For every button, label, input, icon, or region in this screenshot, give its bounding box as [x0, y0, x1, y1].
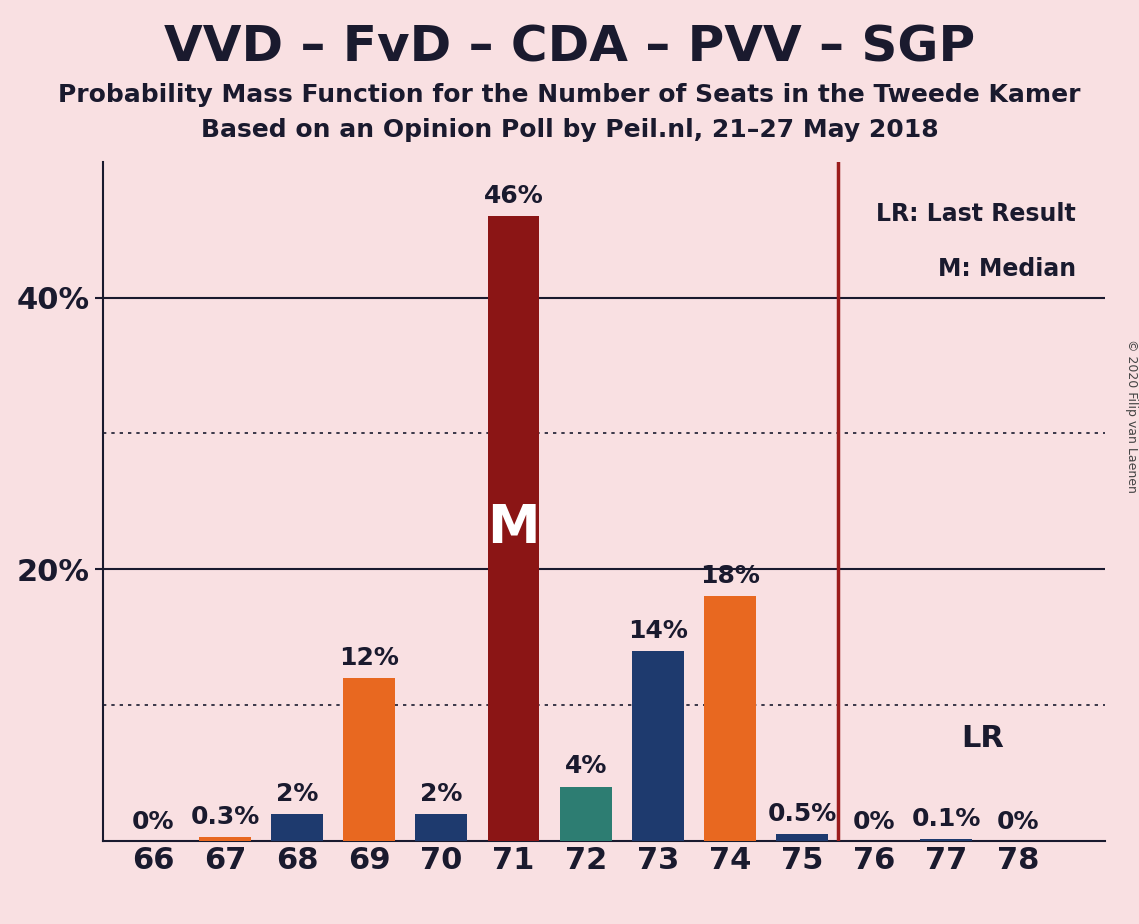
Text: VVD – FvD – CDA – PVV – SGP: VVD – FvD – CDA – PVV – SGP — [164, 23, 975, 71]
Bar — [704, 596, 756, 841]
Text: 18%: 18% — [700, 565, 760, 589]
Text: 0%: 0% — [997, 810, 1040, 834]
Text: LR: LR — [961, 724, 1003, 753]
Text: 0.1%: 0.1% — [911, 808, 981, 832]
Text: 0%: 0% — [853, 810, 895, 834]
Text: LR: Last Result: LR: Last Result — [876, 202, 1076, 226]
Text: 4%: 4% — [565, 754, 607, 778]
Bar — [343, 678, 395, 841]
Bar — [199, 837, 251, 841]
Text: M: M — [487, 503, 540, 554]
Bar — [776, 834, 828, 841]
Text: Based on an Opinion Poll by Peil.nl, 21–27 May 2018: Based on an Opinion Poll by Peil.nl, 21–… — [200, 118, 939, 142]
Bar — [632, 650, 683, 841]
Text: 2%: 2% — [420, 782, 462, 806]
Bar — [416, 814, 467, 841]
Text: 0.3%: 0.3% — [190, 805, 260, 829]
Text: Probability Mass Function for the Number of Seats in the Tweede Kamer: Probability Mass Function for the Number… — [58, 83, 1081, 107]
Text: 0%: 0% — [132, 810, 174, 834]
Text: 0.5%: 0.5% — [768, 802, 837, 826]
Text: M: Median: M: Median — [937, 257, 1076, 281]
Bar — [271, 814, 323, 841]
Text: 2%: 2% — [276, 782, 319, 806]
Text: 12%: 12% — [339, 646, 400, 670]
Bar — [559, 786, 612, 841]
Text: © 2020 Filip van Laenen: © 2020 Filip van Laenen — [1124, 339, 1138, 492]
Bar — [487, 216, 540, 841]
Bar — [920, 840, 973, 841]
Text: 14%: 14% — [628, 618, 688, 642]
Text: 46%: 46% — [484, 184, 543, 208]
